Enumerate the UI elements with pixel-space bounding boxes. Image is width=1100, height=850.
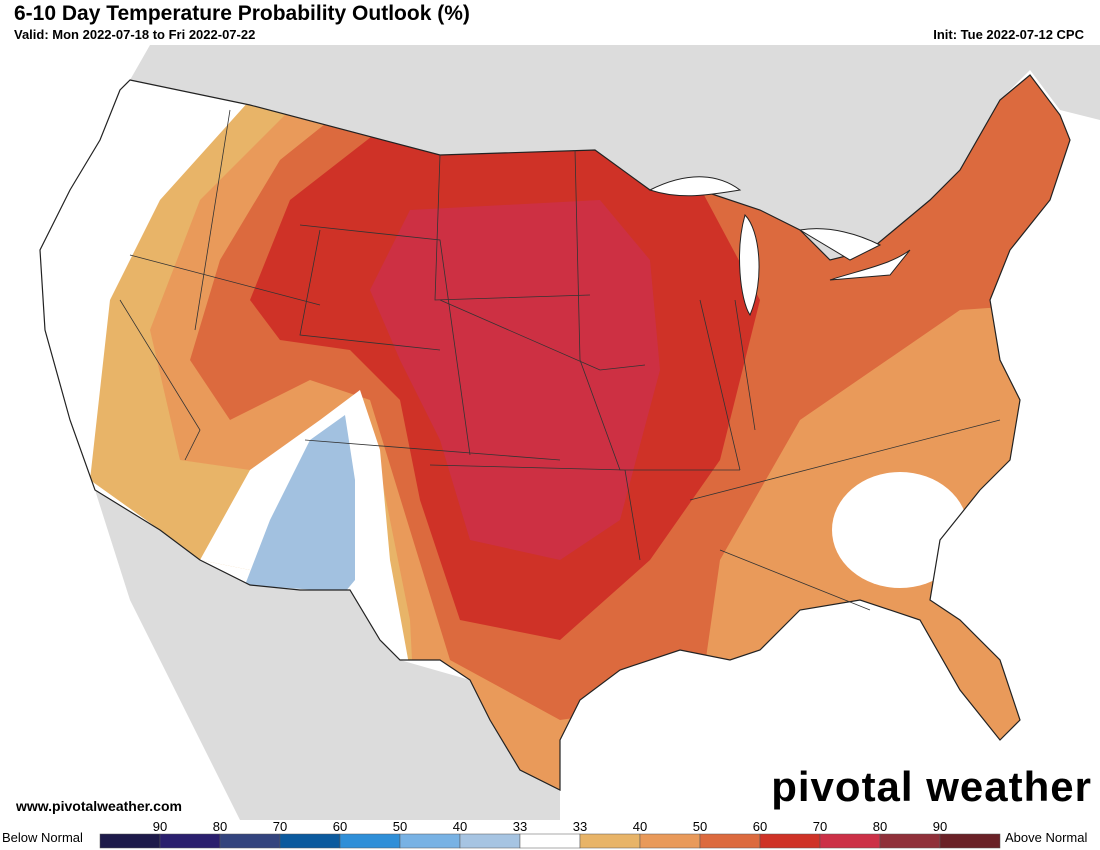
legend-swatch [759, 833, 821, 849]
legend-swatch [819, 833, 881, 849]
legend-swatch [399, 833, 461, 849]
legend-tick-label: 60 [753, 819, 767, 834]
legend-swatch [879, 833, 941, 849]
mexico [95, 490, 560, 820]
init-time: Init: Tue 2022-07-12 CPC [933, 27, 1084, 42]
legend-swatch [639, 833, 701, 849]
title: 6-10 Day Temperature Probability Outlook… [14, 2, 470, 25]
canada [0, 45, 1100, 260]
legend-swatch [99, 833, 161, 849]
logo: pivotal weather [771, 763, 1092, 810]
legend-tick-label: 80 [213, 819, 227, 834]
legend-tick-label: 40 [453, 819, 467, 834]
legend-tick-label: 33 [573, 819, 587, 834]
legend-tick-label: 60 [333, 819, 347, 834]
legend-tick-label: 90 [933, 819, 947, 834]
legend-swatch [339, 833, 401, 849]
legend-low-label: Below Normal [2, 830, 83, 845]
legend-swatch [159, 833, 221, 849]
legend-swatch [459, 833, 521, 849]
source-url: www.pivotalweather.com [16, 798, 182, 814]
legend-swatch [279, 833, 341, 849]
legend-swatch [579, 833, 641, 849]
valid-time: Valid: Mon 2022-07-18 to Fri 2022-07-22 [14, 27, 256, 42]
legend: Below Normal Above Normal 90 80 70 60 50 40 33… [2, 819, 1087, 849]
legend-swatch [519, 833, 581, 849]
legend-tick-label: 50 [393, 819, 407, 834]
legend-tick-label: 90 [153, 819, 167, 834]
legend-high-label: Above Normal [1005, 830, 1087, 845]
legend-swatch [219, 833, 281, 849]
legend-swatch [699, 833, 761, 849]
legend-tick-label: 70 [273, 819, 287, 834]
legend-tick-label: 70 [813, 819, 827, 834]
great-lakes [648, 176, 911, 317]
map [0, 45, 1100, 820]
legend-tick-label: 50 [693, 819, 707, 834]
legend-tick-label: 33 [513, 819, 527, 834]
legend-swatch [939, 833, 1001, 849]
legend-tick-label: 80 [873, 819, 887, 834]
state-borders [119, 109, 1001, 611]
legend-tick-label: 40 [633, 819, 647, 834]
